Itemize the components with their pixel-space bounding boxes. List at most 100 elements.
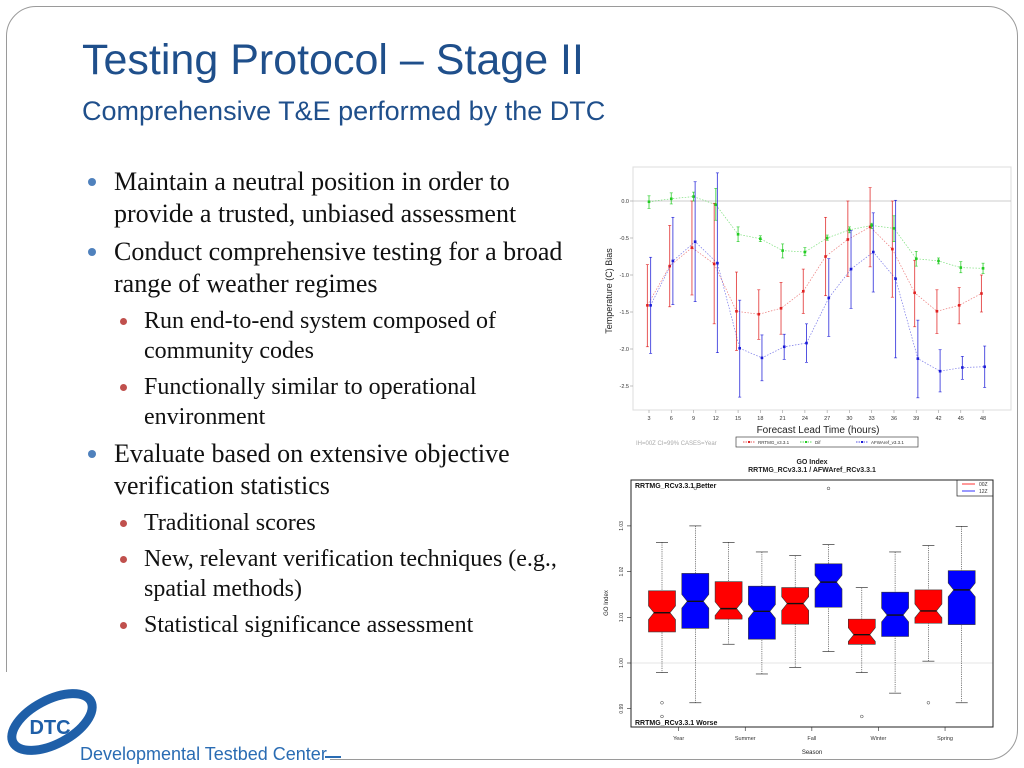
x-axis-label: Season xyxy=(802,750,822,756)
data-point xyxy=(805,341,808,345)
x-tick-label: 39 xyxy=(913,416,919,422)
y-tick-label: 1.01 xyxy=(619,612,625,622)
data-point xyxy=(937,259,940,263)
chart-subtitle: RRTMG_RCv3.3.1 / AFWAref_RCv3.3.1 xyxy=(748,467,876,474)
data-point xyxy=(892,227,896,230)
x-tick-label: Spring xyxy=(937,736,953,742)
data-point xyxy=(961,366,964,369)
y-tick-label: 0.0 xyxy=(621,199,629,205)
chart-caption: IH=00Z CI=99% CASES=Year xyxy=(636,441,717,447)
outlier xyxy=(693,486,697,491)
chart-background xyxy=(603,163,1013,448)
box-00Z xyxy=(848,618,876,645)
sub-bullet-item: New, relevant verification techniques (e… xyxy=(86,544,576,604)
data-point xyxy=(938,369,942,373)
y-axis-label: GO Index xyxy=(604,590,610,616)
box-00Z xyxy=(648,590,676,633)
data-point xyxy=(827,296,831,300)
outlier xyxy=(826,486,831,491)
legend-label: 12Z xyxy=(979,489,988,495)
data-point xyxy=(712,262,716,266)
y-tick-label: -1.5 xyxy=(620,310,629,316)
data-point xyxy=(801,289,805,293)
x-axis-label: Forecast Lead Time (hours) xyxy=(757,425,880,436)
svg-text:DTC: DTC xyxy=(29,717,70,739)
annotation-better: RRTMG_RCv3.3.1 Better xyxy=(635,483,717,490)
legend-box xyxy=(735,436,919,448)
sub-bullet-item: Run end-to-end system composed of commun… xyxy=(86,306,576,366)
x-tick-label: Winter xyxy=(871,736,887,742)
data-point xyxy=(671,259,675,263)
legend-box xyxy=(956,479,994,497)
data-point xyxy=(825,236,829,240)
sub-bullet-item: Statistical significance assessment xyxy=(86,610,576,640)
outlier xyxy=(860,714,864,719)
series-line-Dif xyxy=(648,196,984,269)
bullet-list: Maintain a neutral position in order to … xyxy=(86,166,576,646)
box-00Z xyxy=(714,581,743,620)
data-point xyxy=(916,357,920,360)
data-point xyxy=(848,228,851,232)
y-tick-label: -2.5 xyxy=(620,384,629,390)
data-point xyxy=(891,247,894,251)
bullet-item: Maintain a neutral position in order to … xyxy=(86,166,576,230)
dtc-logo: DTC xyxy=(7,689,97,755)
box-12Z xyxy=(814,563,843,608)
plot-area xyxy=(630,479,994,728)
legend-label: RRTMG_v3.3.1 xyxy=(758,440,790,445)
x-tick-label: 24 xyxy=(802,416,808,422)
y-tick-label: -1.0 xyxy=(620,273,629,279)
x-tick-label: 33 xyxy=(869,416,875,422)
slide-frame xyxy=(6,6,1018,760)
plot-area xyxy=(632,166,1012,411)
legend-marker xyxy=(805,441,807,443)
outlier xyxy=(660,701,664,705)
data-point xyxy=(959,266,963,269)
series-line-AFWAref_v3.3.1 xyxy=(650,241,985,372)
y-tick-label: 1.00 xyxy=(619,658,625,668)
x-tick-label: 12 xyxy=(713,416,719,422)
go-index-chart: GO Index RRTMG_RCv3.3.1 / AFWAref_RCv3.3… xyxy=(604,459,994,756)
data-point xyxy=(870,224,873,227)
data-point xyxy=(714,203,718,206)
data-point xyxy=(693,240,697,243)
y-tick-label: 1.03 xyxy=(619,521,625,531)
footer-org-name: Developmental Testbed Center xyxy=(80,744,327,764)
data-point xyxy=(983,365,986,369)
data-point xyxy=(735,309,738,313)
x-tick-label: 48 xyxy=(980,416,986,422)
x-tick-label: 45 xyxy=(958,416,964,422)
annotation-worse: RRTMG_RCv3.3.1 Worse xyxy=(635,720,717,727)
legend-label: Dif xyxy=(815,440,821,445)
data-point xyxy=(980,292,983,295)
bullet-item: Conduct comprehensive testing for a broa… xyxy=(86,236,576,300)
legend-label: AFWAref_v3.3.1 xyxy=(871,440,904,445)
y-tick-label: -0.5 xyxy=(620,236,629,242)
x-tick-label: 30 xyxy=(846,416,852,422)
x-tick-label: 36 xyxy=(891,416,897,422)
y-axis-label: Temperature (C) Bias xyxy=(604,248,614,334)
chart-title: GO Index xyxy=(796,459,827,466)
data-point xyxy=(914,257,918,261)
data-point xyxy=(872,250,875,254)
data-point xyxy=(779,307,783,310)
x-tick-label: 6 xyxy=(670,416,673,422)
data-point xyxy=(849,267,853,271)
y-tick-label: 0.99 xyxy=(619,704,625,714)
data-point xyxy=(690,246,694,249)
legend-marker xyxy=(861,441,863,443)
bullet-item: Evaluate based on extensive objective ve… xyxy=(86,438,576,502)
data-point xyxy=(738,346,741,350)
sub-bullet-item: Functionally similar to operational envi… xyxy=(86,372,576,432)
data-point xyxy=(757,312,761,316)
x-tick-label: 15 xyxy=(735,416,741,422)
data-point xyxy=(759,237,762,241)
series-line-RRTMG_v3.3.1 xyxy=(647,226,982,315)
data-point xyxy=(913,291,916,295)
legend-marker xyxy=(748,441,750,443)
x-tick-label: 9 xyxy=(692,416,695,422)
box-12Z xyxy=(947,570,976,625)
x-tick-label: 18 xyxy=(757,416,763,422)
data-point xyxy=(781,249,784,252)
box-12Z xyxy=(748,585,776,640)
